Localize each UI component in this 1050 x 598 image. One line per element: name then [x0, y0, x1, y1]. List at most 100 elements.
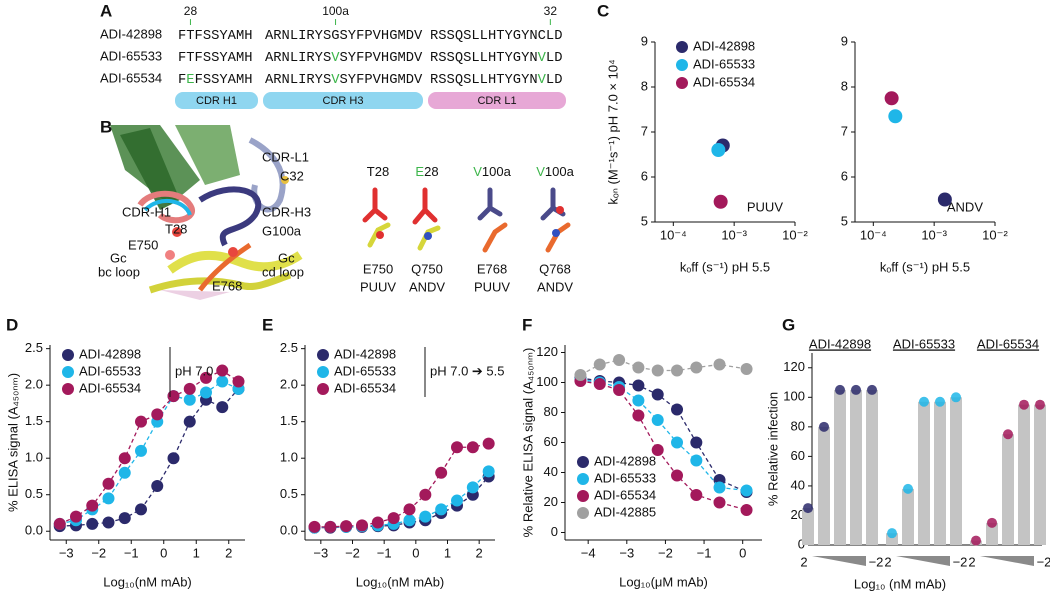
point — [167, 452, 180, 465]
inset-residue-part: 100a — [545, 164, 575, 179]
x-tick-label: 0 — [160, 545, 167, 560]
point — [690, 489, 703, 501]
bar — [802, 508, 814, 545]
point — [711, 143, 726, 157]
y-tick-label: 1.5 — [280, 413, 298, 428]
y-tick-label: 9 — [841, 33, 848, 48]
bar — [850, 389, 862, 545]
point — [308, 520, 321, 533]
point — [324, 520, 337, 533]
x-tick-label: −1 — [377, 545, 392, 560]
inset-residue: V100a — [473, 164, 511, 179]
inset-residue-part: 28 — [424, 164, 438, 179]
point — [200, 371, 212, 384]
legend-marker — [317, 366, 329, 378]
structure-label: C32 — [280, 168, 304, 183]
point — [135, 503, 147, 516]
point — [632, 394, 645, 407]
y-tick-label: 2.5 — [280, 340, 298, 355]
sequence-part: ARNLIRYS — [265, 73, 331, 88]
y-tick-label: 7 — [841, 123, 848, 138]
x-axis-label: Log₁₀ (nM mAb) — [854, 576, 946, 591]
dose-label: 2 — [968, 554, 975, 569]
mean-marker — [971, 535, 981, 546]
x-axis-label: Log₁₀(nM mAb) — [356, 574, 445, 589]
mean-marker — [919, 396, 929, 407]
point — [135, 444, 147, 457]
antibody-name: ADI-42898 — [100, 26, 162, 41]
legend-label: ADI-65533 — [594, 470, 656, 485]
sequence: FEFSSYAMH — [178, 73, 253, 88]
legend-marker — [62, 349, 74, 361]
point — [740, 484, 753, 497]
y-tick-label: 0 — [798, 536, 805, 551]
inset-virus: ANDV — [537, 279, 573, 294]
point — [102, 492, 115, 505]
point — [574, 369, 587, 381]
annotation: PUUV — [747, 199, 783, 214]
y-tick-label: 120 — [536, 344, 558, 359]
y-tick-label: 2.5 — [25, 340, 43, 355]
point — [183, 382, 196, 395]
legend-marker — [577, 507, 589, 519]
legend-marker — [577, 456, 589, 468]
y-tick-label: 60 — [791, 448, 805, 463]
inset-residue-part: T28 — [367, 164, 389, 179]
bar — [818, 426, 830, 545]
point — [713, 496, 726, 509]
inset-target: E768 — [477, 261, 507, 276]
y-tick-label: 100 — [536, 374, 558, 389]
point — [482, 465, 495, 478]
point — [102, 516, 115, 529]
y-tick-label: 6 — [641, 168, 648, 183]
y-tick-label: 80 — [791, 418, 805, 433]
panel-label: B — [100, 117, 112, 136]
y-tick-label: 1.0 — [25, 450, 43, 465]
y-tick-label: 0.5 — [25, 486, 43, 501]
x-tick-label: 2 — [225, 545, 232, 560]
dose-wedge — [980, 556, 1034, 566]
x-tick-label: −2 — [91, 545, 106, 560]
y-axis-label: % Relative ELISA signal (A₄₅₀ₙₘ) — [520, 348, 535, 538]
x-tick-label: 10⁻³ — [921, 227, 947, 242]
point — [102, 477, 115, 490]
inset-virus: PUUV — [474, 279, 510, 294]
bar — [934, 401, 946, 545]
y-axis-label: % ELISA signal (A₄₅₀ₙₘ) — [5, 373, 20, 512]
y-tick-label: 1.5 — [25, 413, 43, 428]
legend-label: ADI-65534 — [594, 487, 656, 502]
x-tick-label: 2 — [476, 545, 483, 560]
x-tick-label: −1 — [124, 545, 139, 560]
bar — [950, 397, 962, 545]
dose-wedge — [812, 556, 866, 566]
sequence-part: LD — [546, 51, 563, 66]
point — [356, 519, 368, 532]
point — [167, 390, 180, 403]
point — [340, 520, 353, 533]
point — [466, 481, 479, 494]
x-tick-label: −3 — [619, 545, 634, 560]
point — [713, 358, 726, 371]
dose-label: −2 — [1037, 554, 1050, 569]
point — [671, 469, 684, 482]
point — [632, 409, 645, 422]
inset-residue: V100a — [536, 164, 574, 179]
legend-label: ADI-42898 — [79, 346, 141, 361]
panel-label: A — [100, 1, 112, 20]
point — [216, 364, 229, 377]
x-tick-label: −1 — [697, 545, 712, 560]
mean-marker — [867, 384, 877, 395]
x-tick-label: 10⁻³ — [721, 227, 747, 242]
point — [651, 364, 664, 377]
point — [632, 361, 645, 374]
panel-label: C — [597, 1, 609, 20]
point — [419, 488, 432, 501]
y-tick-label: 5 — [641, 213, 648, 228]
sequence-part: SYFPVHGMDV — [340, 73, 424, 88]
point — [466, 441, 479, 454]
bar — [918, 401, 930, 545]
point — [884, 91, 899, 106]
structure-label: bc loop — [98, 264, 140, 279]
point — [740, 363, 753, 375]
